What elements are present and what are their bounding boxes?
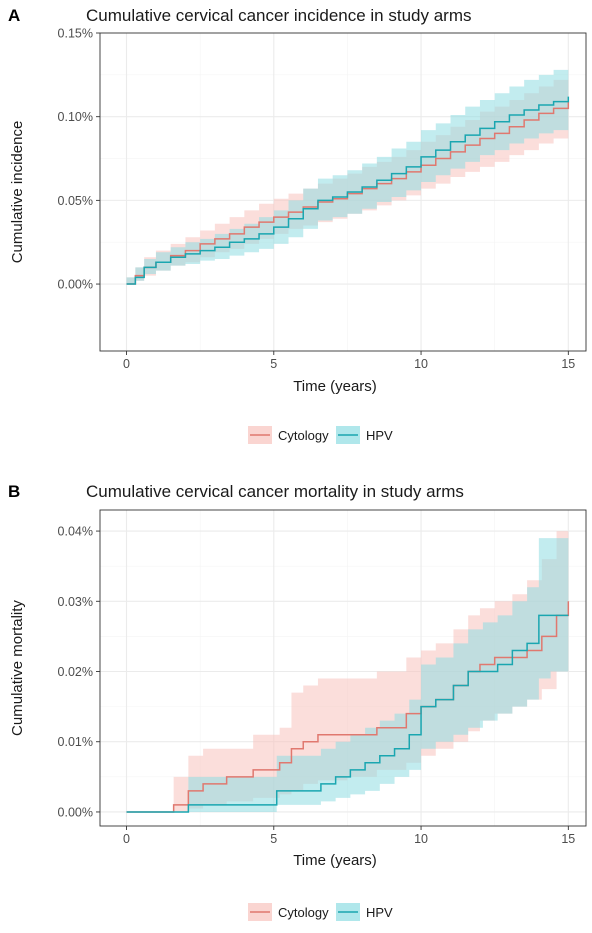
- legend: Cytology HPV: [248, 903, 393, 921]
- x-tick-label: 0: [123, 357, 130, 371]
- panel-letter: A: [8, 6, 20, 25]
- chart-title: Cumulative cervical cancer incidence in …: [86, 6, 472, 25]
- x-tick-label: 15: [561, 357, 575, 371]
- x-tick-label: 15: [561, 832, 575, 846]
- legend-label-cytology: Cytology: [278, 428, 329, 443]
- y-tick-label: 0.02%: [58, 665, 93, 679]
- legend-label-hpv: HPV: [366, 428, 393, 443]
- legend-label-cytology: Cytology: [278, 905, 329, 920]
- x-tick-label: 0: [123, 832, 130, 846]
- chart-title: Cumulative cervical cancer mortality in …: [86, 482, 464, 501]
- y-tick-label: 0.10%: [58, 110, 93, 124]
- legend-label-hpv: HPV: [366, 905, 393, 920]
- series-line-cytology: [126, 101, 570, 285]
- x-tick-label: 5: [270, 832, 277, 846]
- y-tick-label: 0.00%: [58, 278, 93, 292]
- panel-border: [99, 509, 587, 827]
- series-line-hpv: [126, 96, 570, 285]
- confidence-band-hpv: [126, 538, 569, 812]
- y-tick-label: 0.01%: [58, 735, 93, 749]
- y-tick-label: 0.04%: [58, 525, 93, 539]
- series-line-cytology: [126, 601, 570, 813]
- y-tick-label: 0.00%: [58, 805, 93, 819]
- x-tick-label: 5: [270, 357, 277, 371]
- y-axis-title: Cumulative incidence: [9, 121, 26, 264]
- panel-border: [99, 32, 587, 352]
- x-tick-label: 10: [414, 832, 428, 846]
- confidence-band-hpv: [126, 63, 569, 285]
- x-axis-title: Time (years): [293, 378, 377, 395]
- x-tick-label: 10: [414, 357, 428, 371]
- chart-panel-b: B Cumulative cervical cancer mortality in…: [8, 482, 587, 921]
- panel-letter: B: [8, 482, 20, 501]
- y-tick-label: 0.15%: [58, 27, 93, 41]
- y-tick-label: 0.05%: [58, 194, 93, 208]
- confidence-band-cytology: [126, 517, 569, 812]
- x-axis-title: Time (years): [293, 852, 377, 869]
- series-line-hpv: [126, 614, 569, 813]
- y-axis-title: Cumulative mortality: [9, 600, 26, 736]
- chart-panel-a: A Cumulative cervical cancer incidence in…: [8, 6, 587, 444]
- y-tick-label: 0.03%: [58, 595, 93, 609]
- legend: Cytology HPV: [248, 426, 393, 444]
